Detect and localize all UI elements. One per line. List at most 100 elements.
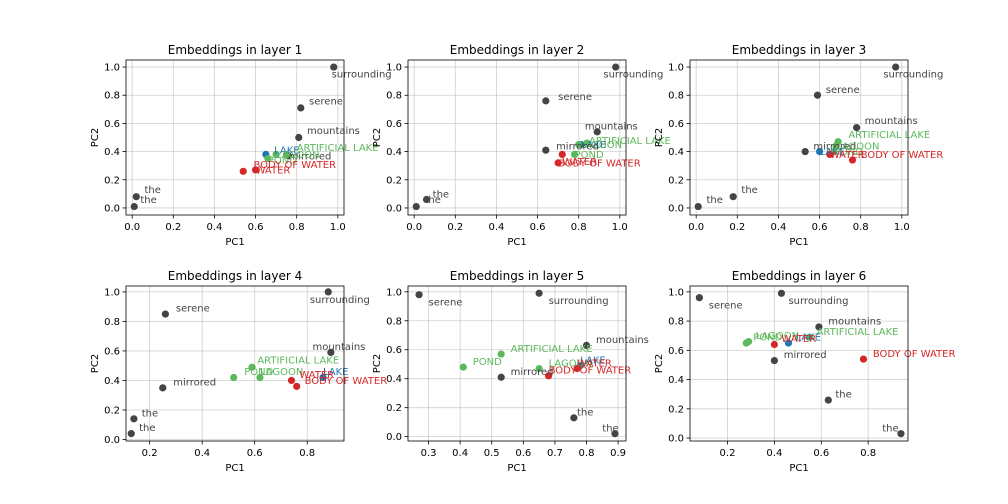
y-tick-label: 0.8 <box>386 316 402 327</box>
x-tick-label: 0.6 <box>248 222 264 233</box>
point-lake <box>815 147 824 156</box>
panel-layer-4: 0.2 0.4 0.6 0.8 0.0 0.2 0.4 0.6 0.8 1.0 Embeddings… <box>90 269 387 474</box>
point-label: BODY OF WATER <box>254 160 337 171</box>
plot-frame <box>407 59 627 216</box>
chart-title: Embeddings in layer 2 <box>450 43 584 57</box>
y-tick-label: 0.4 <box>104 376 120 387</box>
point-label: LAGOON <box>756 331 799 342</box>
y-tick-label: 0.4 <box>668 147 684 158</box>
point-label: LAKE <box>323 367 349 378</box>
x-tick-label: 0.8 <box>853 222 869 233</box>
panel-layer-5: 0.3 0.4 0.5 0.6 0.7 0.8 0.9 0.0 0.2 0.4 0.6 0.8 1.0 E… <box>372 269 649 474</box>
point-label: ARTIFICIAL LAKE <box>589 136 671 147</box>
x-tick-label: 0.6 <box>812 222 828 233</box>
y-tick-label: 0.6 <box>386 345 402 356</box>
point-surrounding <box>324 288 332 296</box>
point-water <box>770 340 778 349</box>
x-tick-label: 0.8 <box>299 448 315 459</box>
x-tick-label: 0.6 <box>530 222 546 233</box>
point-serene <box>695 294 703 302</box>
point-pond <box>570 150 579 159</box>
point-surrounding <box>612 63 620 71</box>
point-label: the <box>140 195 156 206</box>
point-label: BODY OF WATER <box>861 150 944 161</box>
point-label: the <box>602 423 618 434</box>
point-label: BODY OF WATER <box>873 349 956 360</box>
panel-layer-2: 0.0 0.2 0.4 0.6 0.8 1.0 0.0 0.2 0.4 0.6 0.8 1.0 Embe… <box>372 43 671 248</box>
y-tick-label: 1.0 <box>386 63 402 74</box>
x-tick-label: 0.2 <box>720 448 736 459</box>
x-axis-label: PC1 <box>507 237 526 248</box>
chart-title: Embeddings in layer 4 <box>168 269 302 283</box>
point-label: LAKE <box>820 147 846 158</box>
x-tick-label: 0.9 <box>610 448 626 459</box>
point-pond <box>264 155 272 163</box>
point-pond <box>230 373 238 382</box>
point-label: POND <box>753 333 782 344</box>
point-label: the <box>741 185 757 196</box>
y-axis-label: PC2 <box>654 354 665 373</box>
point-mountains <box>582 341 591 349</box>
chart-title: Embeddings in layer 1 <box>168 43 302 57</box>
y-tick-label: 0.6 <box>104 346 120 357</box>
point-label: serene <box>558 92 592 103</box>
point-label: surrounding <box>788 296 848 307</box>
point-label: surrounding <box>549 296 609 307</box>
plot-frame <box>125 59 345 216</box>
x-tick-label: 0.0 <box>688 222 704 233</box>
point-label: LAGOON <box>276 150 319 161</box>
x-tick-label: 0.6 <box>813 448 829 459</box>
panel-layer-3: 0.0 0.2 0.4 0.6 0.8 1.0 0.0 0.2 0.4 0.6 0.8 1.0 Embe… <box>654 43 943 248</box>
point-label: mirrored <box>511 367 554 378</box>
point-label: LAKE <box>795 333 821 344</box>
point-label: BODY OF WATER <box>558 158 641 169</box>
point-label: LAKE <box>581 140 607 151</box>
point-mirrored <box>770 356 778 365</box>
point-label: mountains <box>307 126 360 137</box>
point-label: mirrored <box>173 377 216 388</box>
point-the <box>611 430 619 438</box>
point-label: POND <box>244 367 273 378</box>
point-pond <box>742 339 750 347</box>
point-label: POND <box>268 156 297 167</box>
point-the <box>127 430 135 438</box>
point-lake <box>784 339 793 347</box>
chart-title: Embeddings in layer 6 <box>732 269 866 283</box>
y-tick-label: 0.6 <box>104 119 120 130</box>
point-mountains <box>327 348 335 357</box>
y-tick-label: 0.8 <box>386 91 402 102</box>
y-tick-label: 0.8 <box>668 91 684 102</box>
point-label: LAGOON <box>549 358 592 369</box>
point-label: WATER <box>577 358 612 369</box>
y-tick-label: 0.2 <box>386 175 402 186</box>
y-tick-label: 0.0 <box>386 432 402 443</box>
point-label: the <box>433 189 449 200</box>
point-label: WATER <box>781 334 816 345</box>
point-lagoon <box>535 364 543 373</box>
point-the <box>824 396 832 404</box>
point-label: LAGOON <box>579 140 622 151</box>
point-serene <box>161 310 169 318</box>
point-the <box>412 202 420 211</box>
plot-frame <box>689 59 909 216</box>
x-tick-label: 0.3 <box>421 448 437 459</box>
point-label: serene <box>826 85 860 96</box>
point-label: the <box>882 423 898 434</box>
y-tick-label: 0.8 <box>104 317 120 328</box>
x-tick-label: 1.0 <box>894 222 910 233</box>
x-axis-label: PC1 <box>507 463 526 474</box>
y-tick-label: 0.0 <box>386 203 402 214</box>
x-tick-label: 0.2 <box>142 448 158 459</box>
point-the <box>132 193 140 201</box>
y-tick-label: 0.8 <box>104 91 120 102</box>
point-mirrored <box>159 384 167 392</box>
point-label: ARTIFICIAL LAKE <box>817 327 899 338</box>
y-tick-label: 0.4 <box>386 147 402 158</box>
x-tick-label: 1.0 <box>612 222 628 233</box>
point-body-of-water <box>544 372 553 380</box>
point-the <box>694 202 702 211</box>
point-label: mountains <box>585 122 638 133</box>
point-lagoon <box>832 142 840 150</box>
y-tick-label: 0.0 <box>668 203 684 214</box>
